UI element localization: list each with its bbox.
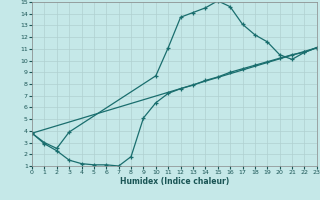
X-axis label: Humidex (Indice chaleur): Humidex (Indice chaleur) xyxy=(120,177,229,186)
